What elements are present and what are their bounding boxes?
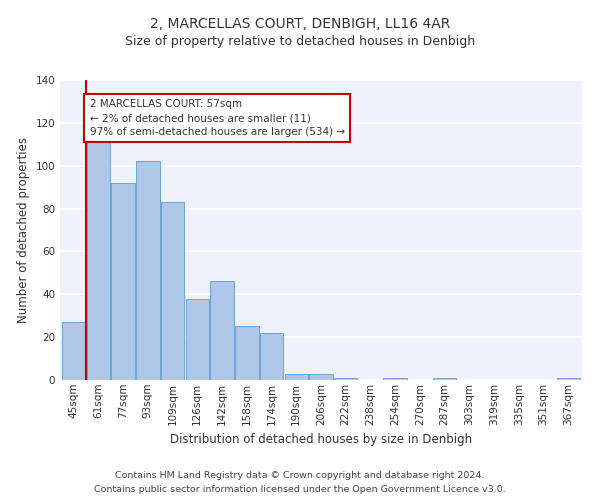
Bar [161,202,184,380]
Bar [112,183,135,380]
Bar [433,378,457,380]
Text: 2 MARCELLAS COURT: 57sqm
← 2% of detached houses are smaller (11)
97% of semi-de: 2 MARCELLAS COURT: 57sqm ← 2% of detache… [89,100,345,138]
Bar [62,322,85,380]
Text: 2, MARCELLAS COURT, DENBIGH, LL16 4AR: 2, MARCELLAS COURT, DENBIGH, LL16 4AR [150,18,450,32]
Bar [86,142,110,380]
Bar [383,378,407,380]
Bar [284,374,308,380]
Bar [136,162,160,380]
X-axis label: Distribution of detached houses by size in Denbigh: Distribution of detached houses by size … [170,433,472,446]
Text: Size of property relative to detached houses in Denbigh: Size of property relative to detached ho… [125,35,475,48]
Bar [557,378,580,380]
Bar [334,378,358,380]
Bar [235,326,259,380]
Bar [260,333,283,380]
Text: Contains HM Land Registry data © Crown copyright and database right 2024.
Contai: Contains HM Land Registry data © Crown c… [94,472,506,494]
Y-axis label: Number of detached properties: Number of detached properties [17,137,30,323]
Bar [309,374,333,380]
Bar [185,298,209,380]
Bar [210,282,234,380]
